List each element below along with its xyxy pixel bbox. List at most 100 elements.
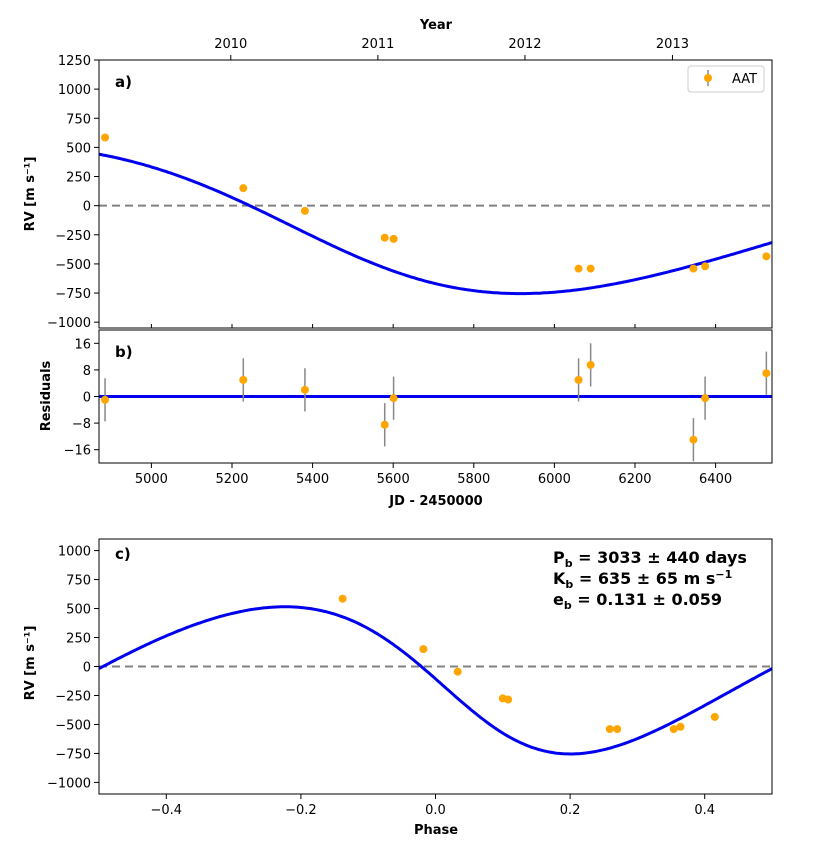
top-tick-label: 2011 (361, 37, 394, 52)
data-point (762, 252, 771, 261)
panel-label: a) (115, 73, 132, 91)
y-tick-label: 750 (66, 574, 91, 589)
y-axis-label: RV [m s⁻¹] (23, 157, 38, 232)
data-point (380, 233, 389, 242)
residual-point (101, 395, 110, 404)
top-tick-label: 2012 (508, 37, 541, 52)
legend-box (687, 65, 765, 93)
legend-marker (704, 74, 712, 82)
residual-point (380, 420, 389, 429)
data-point (605, 725, 614, 734)
y-tick-label: −500 (55, 718, 91, 733)
legend-label: AAT (732, 72, 757, 87)
orbital-parameter: Pb = 3033 ± 440 days (553, 548, 747, 570)
orbital-parameter: Kb = 635 ± 65 m s−1 (553, 568, 732, 591)
data-point (239, 184, 248, 193)
data-point (101, 133, 110, 142)
y-tick-label: −16 (64, 444, 91, 459)
y-tick-label: −1000 (47, 776, 91, 791)
y-tick-label: 1000 (58, 83, 91, 98)
residual-point (762, 369, 771, 378)
y-tick-label: −1000 (47, 316, 91, 331)
data-point (504, 695, 513, 704)
panel-label: b) (115, 343, 133, 361)
x-tick-label: 6200 (618, 472, 651, 487)
x-tick-label: 5000 (135, 472, 168, 487)
residual-point (300, 385, 309, 394)
top-axis-label: Year (419, 18, 453, 33)
x-tick-label: 0.4 (694, 803, 715, 818)
data-point (710, 712, 719, 721)
plot-frame (98, 538, 773, 795)
x-axis-ticks: −0.4 −0.2 0.0 0.2 0.4 (151, 794, 715, 818)
top-axis-ticks: 2010 2011 2012 2013 (150, 37, 717, 328)
plot-frame (98, 329, 773, 464)
x-axis-ticks: 5000 5200 5400 5600 5800 6000 6200 6400 (135, 463, 732, 487)
panel-a: Year 2010 2011 2012 2013 −1000 −750 −500 −250 0… (23, 18, 773, 331)
y-tick-label: 0 (83, 661, 91, 676)
data-point (453, 667, 462, 676)
y-tick-label: 1000 (58, 545, 91, 560)
legend: AAT (687, 65, 765, 93)
y-tick-label: 500 (66, 141, 91, 156)
x-tick-label: 6400 (699, 472, 732, 487)
x-tick-label: 0.0 (425, 803, 446, 818)
param-symbol: K (553, 569, 566, 588)
param-superscript: −1 (715, 568, 732, 581)
x-tick-label: 5800 (457, 472, 490, 487)
data-point (689, 264, 698, 273)
param-subscript: b (564, 599, 572, 612)
data-point (701, 262, 710, 271)
y-axis-ticks: −1000 −750 −500 −250 0 250 500 750 1000 (47, 545, 99, 791)
data-point (586, 264, 595, 273)
y-tick-label: 16 (74, 337, 91, 352)
x-axis-label: JD - 2450000 (388, 494, 482, 509)
y-tick-label: −750 (55, 287, 91, 302)
plot-frame (98, 59, 773, 329)
panel-b: −16 −8 0 8 16 5000 5200 5400 5600 5800 6000 6200 64… (39, 329, 773, 509)
x-tick-label: 6000 (538, 472, 571, 487)
top-tick-label: 2010 (214, 37, 247, 52)
data-points (338, 594, 719, 734)
y-axis-ticks: −16 −8 0 8 16 (64, 337, 99, 459)
data-point (419, 645, 428, 654)
y-tick-label: 500 (66, 603, 91, 618)
y-tick-label: 250 (66, 171, 91, 186)
y-tick-label: 0 (83, 200, 91, 215)
residual-point (701, 394, 710, 403)
data-point (389, 234, 398, 243)
y-tick-label: −750 (55, 747, 91, 762)
residual-point (689, 435, 698, 444)
residual-points (101, 343, 771, 462)
param-symbol: e (553, 590, 564, 609)
y-axis-ticks: −1000 −750 −500 −250 0 250 500 750 1000 1250 (47, 54, 99, 331)
y-tick-label: −250 (55, 689, 91, 704)
param-subscript: b (565, 557, 573, 570)
data-point (613, 725, 622, 734)
y-axis-label: RV [m s⁻¹] (23, 626, 38, 701)
y-tick-label: −250 (55, 229, 91, 244)
y-tick-label: 750 (66, 112, 91, 127)
y-tick-label: 8 (83, 364, 91, 379)
y-axis-label: Residuals (39, 360, 54, 431)
data-point (676, 722, 685, 731)
residual-point (239, 375, 248, 384)
panel-c: −1000 −750 −500 −250 0 250 500 750 1000 −0.4 −0.2… (23, 538, 773, 838)
y-tick-label: −500 (55, 258, 91, 273)
param-value: = 635 ± 65 m s (573, 569, 715, 588)
residual-point (586, 360, 595, 369)
data-point (300, 206, 309, 215)
residual-point (574, 375, 583, 384)
y-tick-label: 0 (83, 391, 91, 406)
y-tick-label: 250 (66, 632, 91, 647)
x-tick-label: 5600 (377, 472, 410, 487)
orbital-parameter: eb = 0.131 ± 0.059 (553, 590, 722, 612)
param-subscript: b (565, 578, 573, 591)
x-tick-label: −0.2 (285, 803, 317, 818)
x-tick-label: 5400 (296, 472, 329, 487)
residual-point (389, 394, 398, 403)
y-tick-label: 1250 (58, 54, 91, 69)
y-tick-label: −8 (72, 417, 91, 432)
